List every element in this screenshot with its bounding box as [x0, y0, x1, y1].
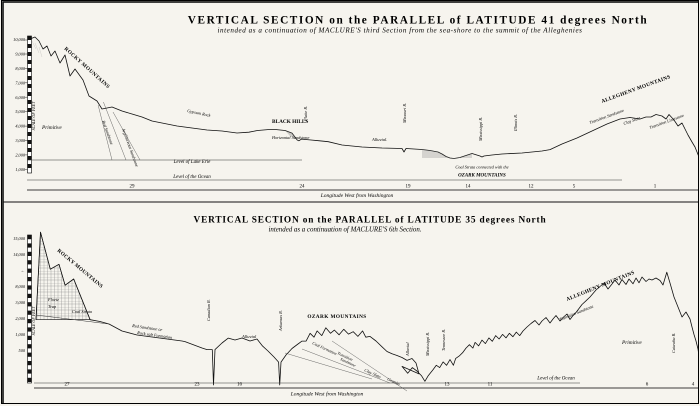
svg-text:Illinois R.: Illinois R. — [513, 114, 518, 132]
svg-text:Level of Lake Erie: Level of Lake Erie — [173, 160, 212, 165]
svg-text:Longitude West from Washington: Longitude West from Washington — [320, 192, 394, 199]
svg-text:SCALE OF FEET: SCALE OF FEET — [31, 101, 36, 130]
svg-text:Canadian R.: Canadian R. — [206, 299, 211, 321]
svg-text:Mississippi R.: Mississippi R. — [425, 332, 430, 357]
svg-text:13: 13 — [445, 383, 451, 388]
svg-text:Alluvial: Alluvial — [241, 334, 257, 339]
svg-text:Platte R.: Platte R. — [303, 106, 308, 122]
svg-text:16: 16 — [237, 383, 243, 388]
svg-text:24: 24 — [300, 185, 306, 190]
svg-text:19: 19 — [406, 185, 412, 190]
svg-text:Floetz: Floetz — [47, 297, 59, 302]
svg-text:SCALE OF FEET: SCALE OF FEET — [31, 306, 36, 335]
svg-text:intended as a continuation of: intended as a continuation of MACLURE'S … — [218, 27, 583, 35]
svg-text:VERTICAL SECTION on the PARALL: VERTICAL SECTION on the PARALLEL of LATI… — [194, 216, 547, 226]
svg-text:27: 27 — [65, 383, 71, 388]
svg-text:Mississippi R.: Mississippi R. — [478, 117, 483, 142]
svg-text:OZARK MOUNTAINS: OZARK MOUNTAINS — [307, 314, 366, 320]
svg-text:Primitive: Primitive — [41, 125, 62, 131]
svg-text:←: ← — [21, 268, 25, 273]
svg-text:23: 23 — [195, 383, 201, 388]
svg-text:VERTICAL SECTION on the PARALL: VERTICAL SECTION on the PARALLEL of LATI… — [188, 15, 648, 27]
svg-text:Alluvial: Alluvial — [405, 342, 410, 357]
svg-text:12: 12 — [529, 185, 535, 190]
svg-text:11: 11 — [488, 383, 493, 388]
svg-text:500: 500 — [19, 348, 26, 353]
svg-text:Level of the Ocean: Level of the Ocean — [172, 175, 211, 180]
svg-text:Primitive: Primitive — [621, 340, 642, 346]
svg-text:Trap: Trap — [48, 304, 57, 309]
svg-text:Tennessee R.: Tennessee R. — [441, 329, 446, 351]
svg-text:Missouri R.: Missouri R. — [402, 103, 407, 124]
svg-text:Longitude West from Washington: Longitude West from Washington — [290, 391, 364, 398]
svg-text:Catawba R.: Catawba R. — [671, 333, 676, 353]
svg-text:29: 29 — [130, 185, 136, 190]
svg-text:Arkansas R.: Arkansas R. — [278, 310, 283, 332]
svg-text:intended as a continuation of: intended as a continuation of MACLURE'S … — [268, 227, 421, 234]
svg-text:Coal Strata connected with the: Coal Strata connected with the — [455, 165, 508, 170]
svg-text:Coal Strata: Coal Strata — [72, 309, 92, 314]
svg-text:OZARK MOUNTAINS: OZARK MOUNTAINS — [458, 174, 506, 179]
svg-text:Level of the Ocean: Level of the Ocean — [536, 377, 575, 382]
svg-text:14: 14 — [466, 185, 472, 190]
svg-text:Alluvial.: Alluvial. — [371, 137, 387, 142]
